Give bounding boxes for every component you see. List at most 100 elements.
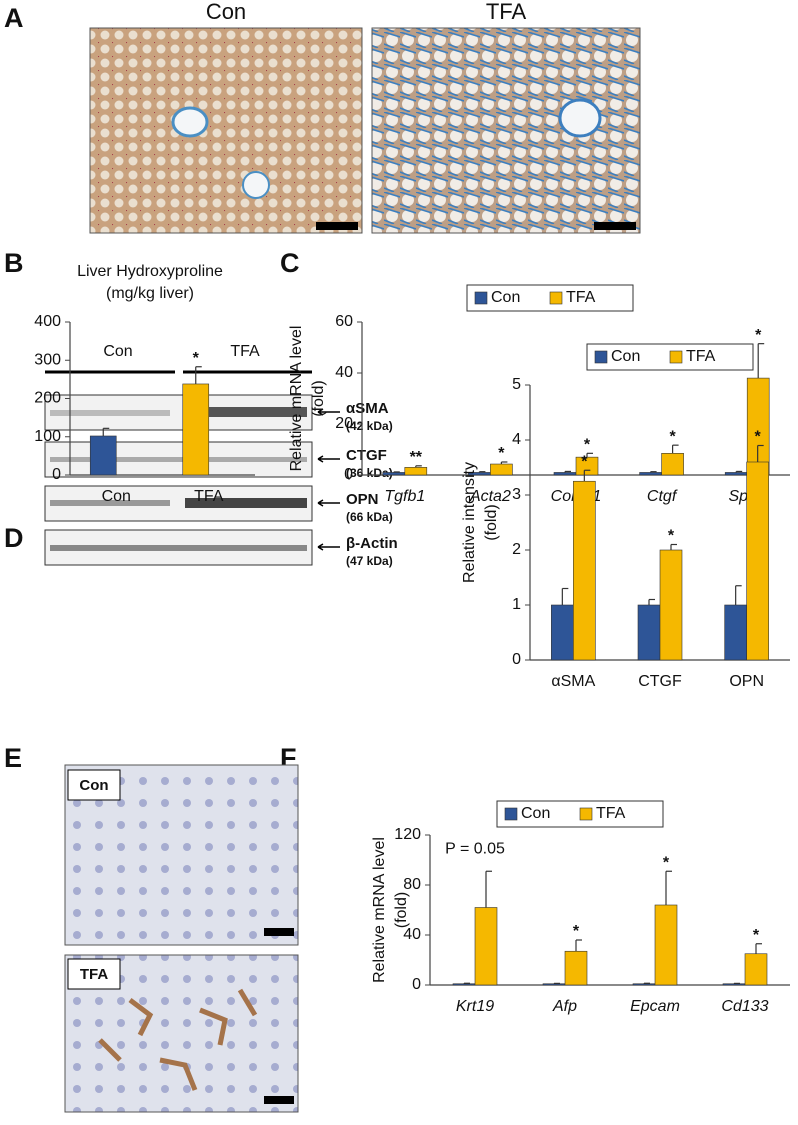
significance: * [668,528,675,545]
blot [44,394,313,566]
group-label: Con [103,343,132,360]
legend-label: TFA [596,805,626,822]
legend-label: Con [491,289,520,306]
band-name: OPN [346,491,379,508]
chart-subtitle: (mg/kg liver) [106,285,194,302]
legend-swatch [579,807,593,821]
y-tick-label: 4 [512,431,521,448]
y-tick-label: 60 [335,313,353,330]
bar [744,953,768,986]
y-tick-label: 400 [34,313,61,330]
label-box [67,958,121,990]
scale-bar [594,222,636,230]
bar [654,904,678,986]
bar [632,983,656,986]
x-tick-label: αSMA [551,673,595,690]
group-label: TFA [230,343,260,360]
legend-swatch [504,807,518,821]
y-tick-label: 100 [34,428,61,445]
bar [659,549,683,661]
image-label: Con [79,777,108,794]
panel-label: B [4,248,24,278]
arrow [317,543,340,551]
bar [564,950,588,986]
legend-swatch [549,291,563,305]
bar [182,383,210,476]
y-axis-label: Relative mRNA level [371,837,388,983]
x-tick-label: Con [102,488,131,505]
bar [382,472,406,476]
legend-label: Con [611,348,640,365]
panel-label: E [4,743,22,773]
band-size: (66 kDa) [346,510,393,524]
scale-bar [316,222,358,230]
legend-box [466,284,634,312]
arrow [317,455,340,463]
band [50,457,307,462]
vessel [242,171,270,199]
significance: * [573,923,580,940]
vessel [558,98,602,138]
bar [639,472,662,476]
vessel [171,106,209,138]
scale-bar [264,1096,294,1104]
significance: * [755,327,762,344]
x-tick-label: Ctgf [647,488,678,505]
image-label: TFA [80,966,108,983]
significance: * [581,453,588,470]
stained-cells [98,988,258,1091]
bar [553,472,577,476]
y-axis-label: (fold) [483,504,500,540]
x-tick-label: OPN [729,673,764,690]
image-title: TFA [486,0,527,24]
y-tick-label: 200 [34,390,61,407]
histology-image [371,27,641,234]
band [185,498,307,508]
arrow [317,499,340,507]
y-tick-label: 0 [52,466,61,483]
y-tick-label: 0 [512,651,521,668]
x-tick-label: Epcam [630,998,680,1015]
x-tick-label: Krt19 [456,998,494,1015]
bar [490,463,513,476]
significance: * [498,445,505,462]
legend-swatch [669,350,683,364]
bar [89,435,117,476]
significance: * [584,437,591,454]
bar [542,983,566,986]
chart-title: Liver Hydroxyproline [77,263,223,280]
significance: ** [410,449,423,466]
y-tick-label: 5 [512,376,521,393]
band [50,500,170,506]
y-tick-label: 0 [412,976,421,993]
y-tick-label: 40 [403,926,421,943]
legend-label: TFA [686,348,716,365]
y-tick-label: 1 [512,596,521,613]
bar [661,453,684,476]
histology-image [89,27,363,234]
y-tick-label: 300 [34,351,61,368]
band-size: (47 kDa) [346,554,393,568]
significance: * [753,927,760,944]
legend-label: Con [521,805,550,822]
x-tick-label: Cd133 [721,998,768,1015]
band [50,410,170,416]
arrow [317,408,340,416]
band-name: CTGF [346,447,387,464]
bar [404,467,428,476]
y-tick-label: 20 [335,415,353,432]
y-tick-label: 0 [344,466,353,483]
significance: P = 0.05 [445,840,505,857]
band [50,545,307,551]
panel-label: D [4,523,24,553]
band-name: αSMA [346,400,389,417]
bar [724,472,748,476]
bar [474,907,498,986]
y-tick-label: 40 [335,364,353,381]
image-title: Con [206,0,246,24]
bar [573,480,596,661]
band [185,407,307,417]
bar [724,604,747,661]
bar [637,604,661,661]
